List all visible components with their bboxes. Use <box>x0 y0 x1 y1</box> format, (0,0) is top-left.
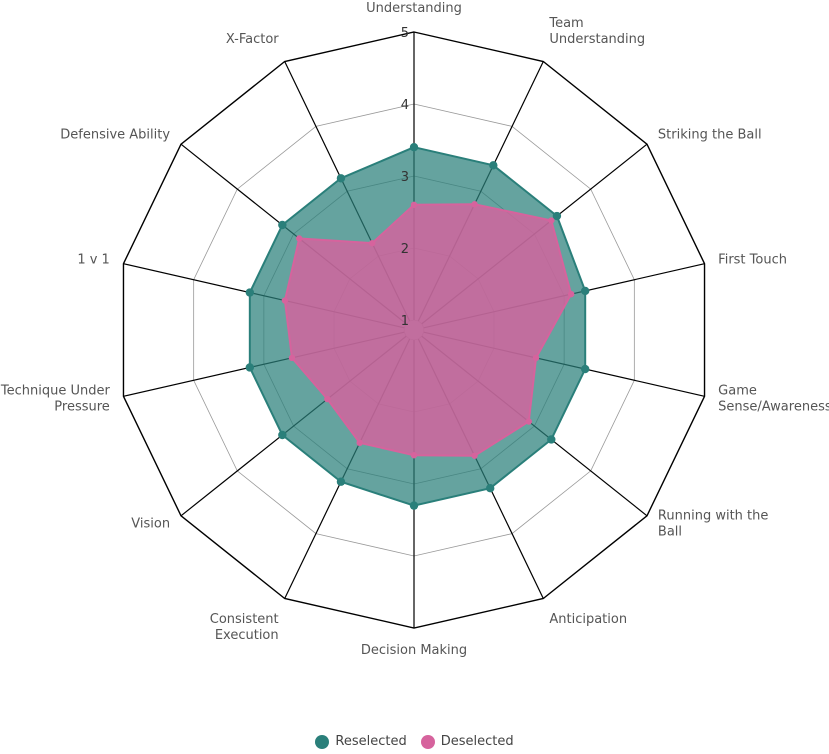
point-reselected-8[interactable] <box>336 477 346 486</box>
tick-label-3: 3 <box>401 170 409 185</box>
tick-label-2: 2 <box>401 242 409 257</box>
point-reselected-5[interactable] <box>547 435 556 444</box>
tick-label-4: 4 <box>401 98 409 113</box>
point-deselected-0[interactable] <box>410 201 418 208</box>
axis-label-running-with-the-ball: Running with the Ball <box>658 509 768 540</box>
point-reselected-12[interactable] <box>278 220 287 230</box>
legend-item-reselected[interactable]: Reselected <box>315 734 407 749</box>
tick-label-5: 5 <box>401 26 409 41</box>
point-deselected-1[interactable] <box>471 201 478 208</box>
legend-swatch-reselected <box>315 734 330 749</box>
point-deselected-3[interactable] <box>567 290 575 298</box>
legend-label-deselected: Deselected <box>440 734 514 749</box>
point-deselected-5[interactable] <box>525 418 532 425</box>
point-deselected-9[interactable] <box>324 395 331 403</box>
legend-swatch-deselected <box>420 734 435 749</box>
point-reselected-10[interactable] <box>245 363 255 372</box>
axis-label-x-factor: X-Factor <box>226 32 279 47</box>
point-reselected-3[interactable] <box>580 286 590 296</box>
point-reselected-1[interactable] <box>489 161 498 170</box>
axis-label-game-sense-awareness: Game Sense/Awareness <box>718 383 829 414</box>
point-deselected-12[interactable] <box>296 235 303 242</box>
radar-series <box>245 143 590 510</box>
point-reselected-9[interactable] <box>278 430 287 440</box>
point-deselected-2[interactable] <box>548 217 555 224</box>
axis-label-team-understanding: Team Understanding <box>548 16 645 47</box>
axis-label-consistent-execution: Consistent Execution <box>210 612 279 643</box>
point-deselected-8[interactable] <box>356 439 363 447</box>
axis-label-defensive-ability: Defensive Ability <box>60 127 170 142</box>
axis-label-technique-under-pressure: Technique Under Pressure <box>0 383 110 414</box>
legend-item-deselected[interactable]: Deselected <box>420 734 514 749</box>
point-reselected-7[interactable] <box>409 501 419 510</box>
point-reselected-13[interactable] <box>336 174 346 183</box>
legend: Reselected Deselected <box>0 734 829 749</box>
point-reselected-0[interactable] <box>409 143 419 152</box>
point-reselected-6[interactable] <box>485 484 495 493</box>
point-reselected-2[interactable] <box>552 211 562 221</box>
point-deselected-13[interactable] <box>368 239 376 247</box>
axis-label-anticipation: Anticipation <box>549 612 627 627</box>
point-deselected-10[interactable] <box>288 354 296 362</box>
axis-label-1-v-1: 1 v 1 <box>77 253 110 268</box>
point-reselected-4[interactable] <box>580 364 590 374</box>
axis-label-general-game-understanding: General GameUnderstanding <box>366 0 462 16</box>
point-deselected-11[interactable] <box>281 297 289 304</box>
point-deselected-7[interactable] <box>410 452 418 459</box>
legend-label-reselected: Reselected <box>335 734 407 749</box>
axis-label-first-touch: First Touch <box>718 253 787 268</box>
axis-label-vision: Vision <box>131 517 170 532</box>
point-deselected-6[interactable] <box>471 452 478 459</box>
radar-labels: 1 2 3 4 5 General GameUnderstanding TeamUnders… <box>0 0 829 658</box>
axis-label-decision-making: Decision Making <box>361 643 467 658</box>
point-reselected-11[interactable] <box>245 288 255 297</box>
point-deselected-4[interactable] <box>532 354 540 362</box>
tick-label-1: 1 <box>401 314 409 329</box>
axis-label-striking-the-ball: Striking the Ball <box>658 127 762 142</box>
